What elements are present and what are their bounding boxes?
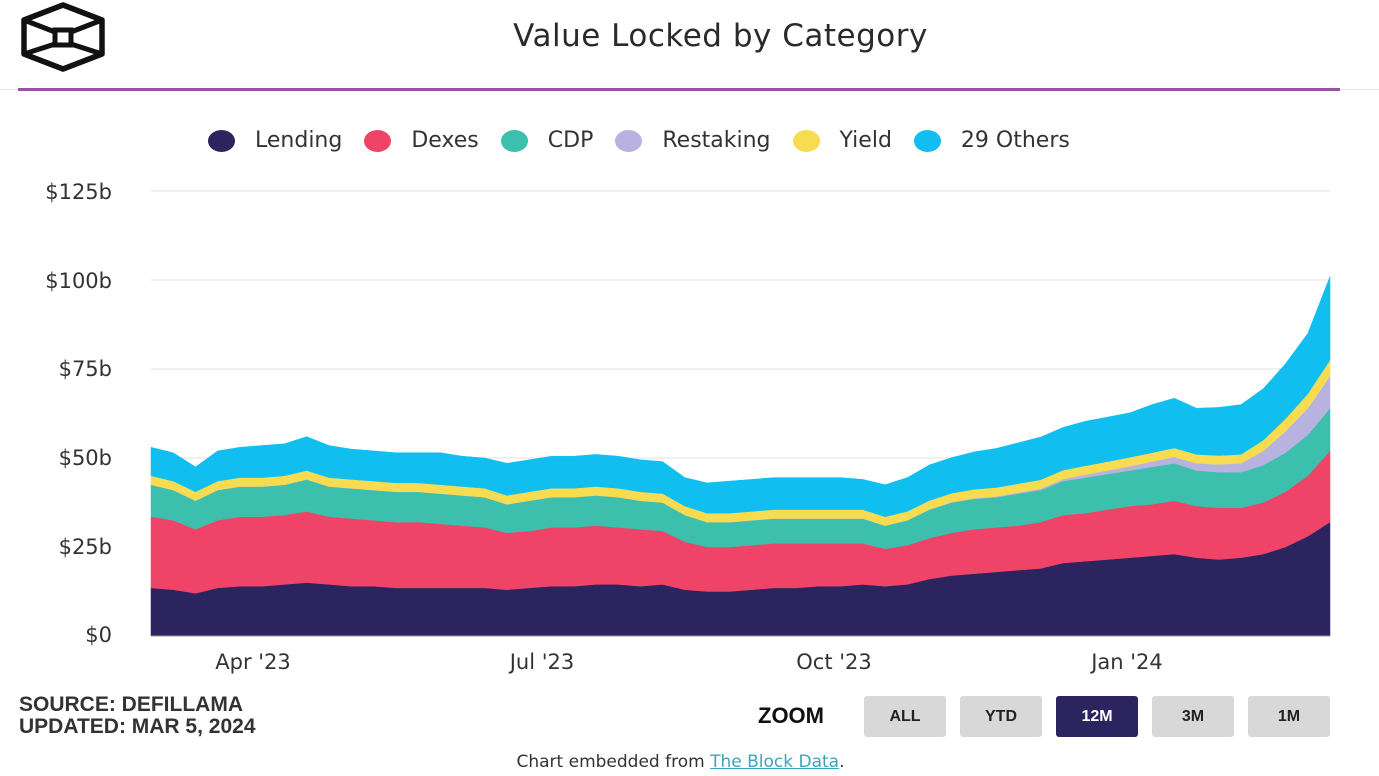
legend-label: Lending <box>255 128 343 153</box>
legend-swatch <box>913 129 941 152</box>
legend-item-yield[interactable]: Yield <box>792 128 892 153</box>
area-series <box>150 276 1331 637</box>
embed-note: Chart embedded from The Block Data. <box>0 752 1361 772</box>
legend: Lending Dexes CDP Restaking Yield 29 Oth… <box>208 128 1092 153</box>
zoom-label: ZOOM <box>758 703 824 728</box>
zoom-12m-button[interactable]: 12M <box>1056 696 1138 737</box>
legend-swatch <box>208 129 235 152</box>
legend-label: Dexes <box>411 128 479 153</box>
updated-text: UPDATED: MAR 5, 2024 <box>19 715 256 738</box>
y-tick-label: $25b <box>58 535 112 559</box>
legend-item-cdp[interactable]: CDP <box>500 128 594 153</box>
embed-suffix: . <box>839 752 845 772</box>
legend-item-dexes[interactable]: Dexes <box>364 128 479 153</box>
y-tick-label: $125b <box>45 180 112 204</box>
the-block-data-link[interactable]: The Block Data <box>710 752 840 772</box>
y-tick-label: $100b <box>45 269 112 293</box>
legend-swatch <box>364 129 392 152</box>
source-text: SOURCE: DEFILLAMA <box>19 693 243 716</box>
x-tick-label: Apr '23 <box>215 650 291 674</box>
x-tick-label: Jul '23 <box>509 650 575 674</box>
source-note: SOURCE: DEFILLAMA UPDATED: MAR 5, 2024 <box>19 694 256 738</box>
zoom-ytd-button[interactable]: YTD <box>960 696 1042 737</box>
y-tick-label: $50b <box>58 446 112 470</box>
the-block-logo-icon <box>21 2 105 72</box>
legend-swatch <box>615 129 643 152</box>
y-tick-label: $0 <box>85 623 112 647</box>
legend-item-lending[interactable]: Lending <box>208 128 342 153</box>
x-tick-label: Jan '24 <box>1091 650 1163 674</box>
legend-item-restaking[interactable]: Restaking <box>615 128 771 153</box>
chart-title: Value Locked by Category <box>513 18 928 54</box>
zoom-3m-button[interactable]: 3M <box>1152 696 1234 737</box>
legend-item-others[interactable]: 29 Others <box>913 128 1070 153</box>
legend-label: 29 Others <box>960 128 1070 153</box>
legend-swatch <box>792 129 820 152</box>
legend-swatch <box>500 129 528 152</box>
zoom-all-button[interactable]: ALL <box>864 696 946 737</box>
legend-label: Restaking <box>662 128 771 153</box>
y-tick-label: $75b <box>58 357 112 381</box>
embed-prefix: Chart embedded from <box>516 752 711 772</box>
legend-label: CDP <box>547 128 594 153</box>
header-divider <box>18 88 1340 91</box>
area-29-others[interactable] <box>150 276 1331 517</box>
legend-label: Yield <box>839 128 892 153</box>
zoom-1m-button[interactable]: 1M <box>1248 696 1330 737</box>
x-tick-label: Oct '23 <box>796 650 872 674</box>
